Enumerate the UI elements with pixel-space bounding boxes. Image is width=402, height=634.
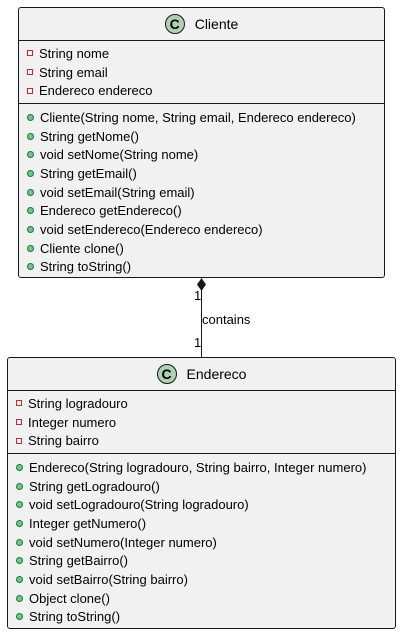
operation-row: Object clone() — [8, 589, 395, 608]
operation-row: Endereco(String logradouro, String bairr… — [8, 458, 395, 477]
class-badge-icon: C — [156, 364, 177, 384]
operation-row: void setNome(String nome) — [19, 145, 384, 164]
attribute-text: Integer numero — [28, 414, 117, 430]
operation-row: String toString() — [8, 608, 395, 627]
public-visibility-icon — [16, 557, 23, 565]
class-endereco[interactable]: C Endereco String logradouro Integer nume… — [7, 357, 396, 629]
attribute-text: String bairro — [28, 433, 99, 449]
attribute-row: Integer numero — [8, 413, 395, 432]
operation-text: Cliente(String nome, String email, Ender… — [40, 109, 356, 125]
operations-section: Endereco(String logradouro, String bairr… — [8, 454, 395, 628]
private-visibility-icon — [27, 50, 33, 57]
public-visibility-icon — [16, 613, 23, 621]
operation-text: Cliente clone() — [40, 240, 124, 256]
operation-text: void setNumero(Integer numero) — [29, 534, 217, 550]
private-visibility-icon — [27, 69, 33, 76]
public-visibility-icon — [16, 463, 23, 471]
attribute-row: String logradouro — [8, 394, 395, 413]
private-visibility-icon — [27, 87, 33, 94]
operations-section: Cliente(String nome, String email, Ender… — [19, 104, 384, 278]
attribute-row: String nome — [19, 44, 384, 63]
public-visibility-icon — [16, 501, 23, 509]
operation-text: String getEmail() — [40, 165, 137, 181]
operation-row: void setBairro(String bairro) — [8, 570, 395, 589]
class-name: Cliente — [194, 16, 239, 32]
attributes-section: String logradouro Integer numero String ba… — [8, 391, 395, 455]
operation-row: Cliente(String nome, String email, Ender… — [19, 108, 384, 127]
attribute-text: String email — [39, 64, 108, 80]
operation-row: Integer getNumero() — [8, 514, 395, 533]
operation-text: Endereco(String logradouro, String bairr… — [29, 459, 367, 475]
operation-text: void setLogradouro(String logradouro) — [29, 497, 249, 513]
public-visibility-icon — [27, 207, 34, 215]
public-visibility-icon — [27, 188, 34, 196]
private-visibility-icon — [16, 437, 22, 444]
operation-text: String getBairro() — [29, 553, 128, 569]
public-visibility-icon — [27, 151, 34, 159]
public-visibility-icon — [16, 482, 23, 490]
attributes-section: String nome String email Endereco endereco — [19, 41, 384, 105]
public-visibility-icon — [27, 169, 34, 177]
operation-row: void setNumero(Integer numero) — [8, 533, 395, 552]
attribute-row: Endereco endereco — [19, 81, 384, 100]
operation-text: Integer getNumero() — [29, 515, 147, 531]
operation-row: String toString() — [19, 258, 384, 277]
operation-row: void setEndereco(Endereco endereco) — [19, 220, 384, 239]
operation-row: String getLogradouro() — [8, 477, 395, 496]
class-cliente[interactable]: C Cliente String nome String email Enderec… — [18, 7, 385, 278]
operation-row: String getNome() — [19, 127, 384, 146]
operation-text: String getLogradouro() — [29, 478, 160, 494]
attribute-text: String nome — [39, 45, 110, 61]
operation-text: void setEndereco(Endereco endereco) — [40, 222, 263, 238]
operation-text: String getNome() — [40, 128, 139, 144]
public-visibility-icon — [27, 113, 34, 121]
operation-row: String getEmail() — [19, 164, 384, 183]
class-header: C Cliente — [19, 8, 384, 41]
attribute-row: String email — [19, 63, 384, 82]
operation-text: Object clone() — [29, 590, 110, 606]
operation-text: String toString() — [40, 259, 132, 275]
public-visibility-icon — [27, 263, 34, 271]
public-visibility-icon — [16, 576, 23, 584]
operation-row: void setEmail(String email) — [19, 183, 384, 202]
operation-text: void setEmail(String email) — [40, 184, 195, 200]
operation-row: void setLogradouro(String logradouro) — [8, 495, 395, 514]
public-visibility-icon — [16, 519, 23, 527]
public-visibility-icon — [27, 244, 34, 252]
multiplicity-source: 1 — [194, 288, 202, 303]
operation-text: String toString() — [29, 609, 121, 625]
operation-text: void setNome(String nome) — [40, 147, 199, 163]
attribute-text: String logradouro — [28, 395, 128, 411]
multiplicity-target: 1 — [194, 335, 202, 350]
public-visibility-icon — [27, 132, 34, 140]
attribute-text: Endereco endereco — [39, 83, 153, 99]
association-label: contains — [202, 312, 251, 327]
public-visibility-icon — [16, 594, 23, 602]
class-name: Endereco — [186, 366, 247, 382]
private-visibility-icon — [16, 419, 22, 426]
operation-text: void setBairro(String bairro) — [29, 572, 188, 588]
public-visibility-icon — [27, 226, 34, 234]
class-header: C Endereco — [8, 358, 395, 391]
composition-diamond — [197, 278, 206, 291]
operation-text: Endereco getEndereco() — [40, 203, 182, 219]
private-visibility-icon — [16, 400, 22, 407]
attribute-row: String bairro — [8, 431, 395, 450]
operation-row: Endereco getEndereco() — [19, 202, 384, 221]
operation-row: String getBairro() — [8, 552, 395, 571]
operation-row: Cliente clone() — [19, 239, 384, 258]
public-visibility-icon — [16, 538, 23, 546]
class-badge-icon: C — [164, 14, 185, 34]
